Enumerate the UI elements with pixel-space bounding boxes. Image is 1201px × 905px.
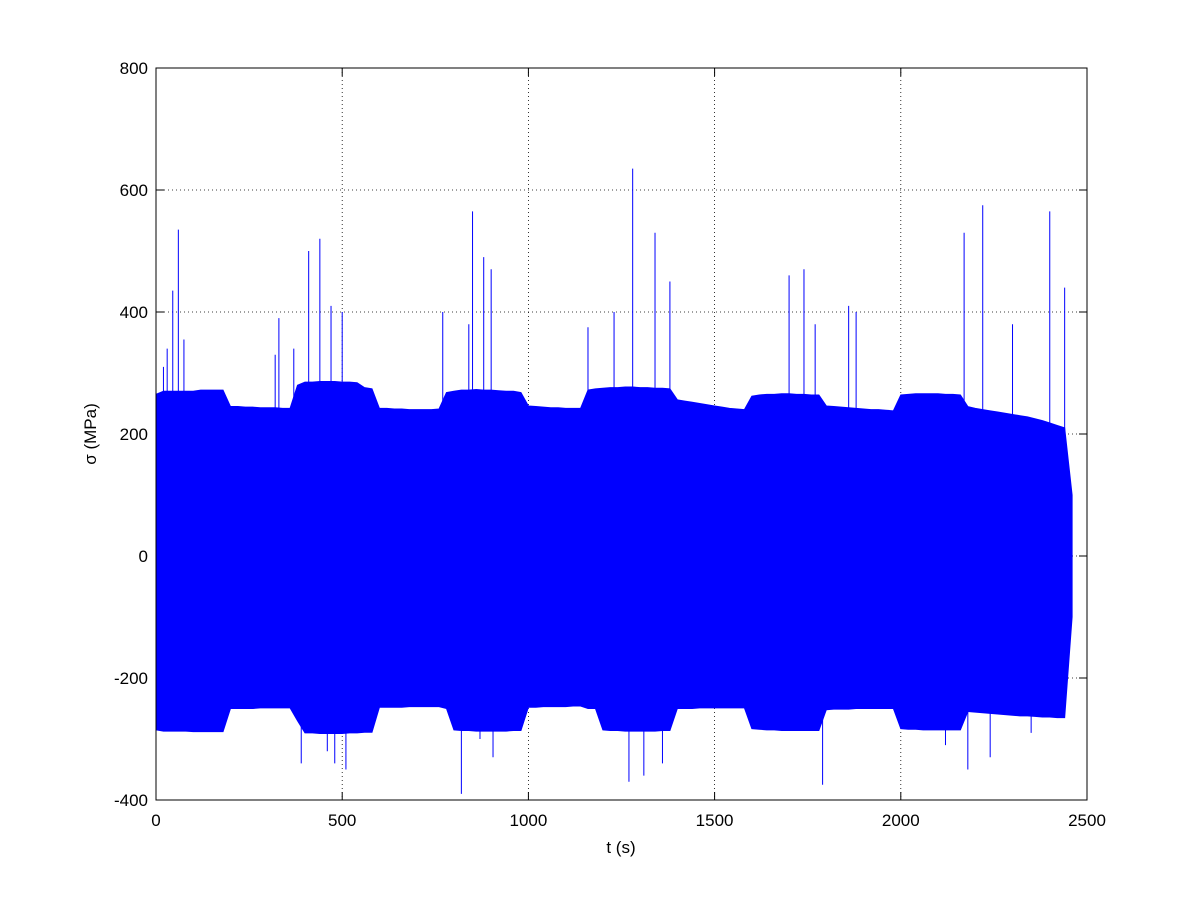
y-tick-label: 800 bbox=[120, 59, 148, 78]
x-tick-label: 1500 bbox=[696, 811, 734, 830]
y-tick-label: -200 bbox=[114, 669, 148, 688]
axes-box bbox=[155, 67, 1088, 801]
x-tick-label: 500 bbox=[328, 811, 356, 830]
y-tick-label: 600 bbox=[120, 181, 148, 200]
y-axis-label: σ (MPa) bbox=[81, 403, 100, 465]
y-tick-label: 200 bbox=[120, 425, 148, 444]
y-tick-label: -400 bbox=[114, 791, 148, 810]
y-tick-label: 0 bbox=[139, 547, 148, 566]
x-tick-label: 1000 bbox=[509, 811, 547, 830]
x-tick-label: 2000 bbox=[882, 811, 920, 830]
x-tick-label: 0 bbox=[151, 811, 160, 830]
y-tick-label: 400 bbox=[120, 303, 148, 322]
x-tick-label: 2500 bbox=[1068, 811, 1106, 830]
signal-band bbox=[155, 555, 1073, 735]
x-axis-label: t (s) bbox=[606, 838, 635, 857]
